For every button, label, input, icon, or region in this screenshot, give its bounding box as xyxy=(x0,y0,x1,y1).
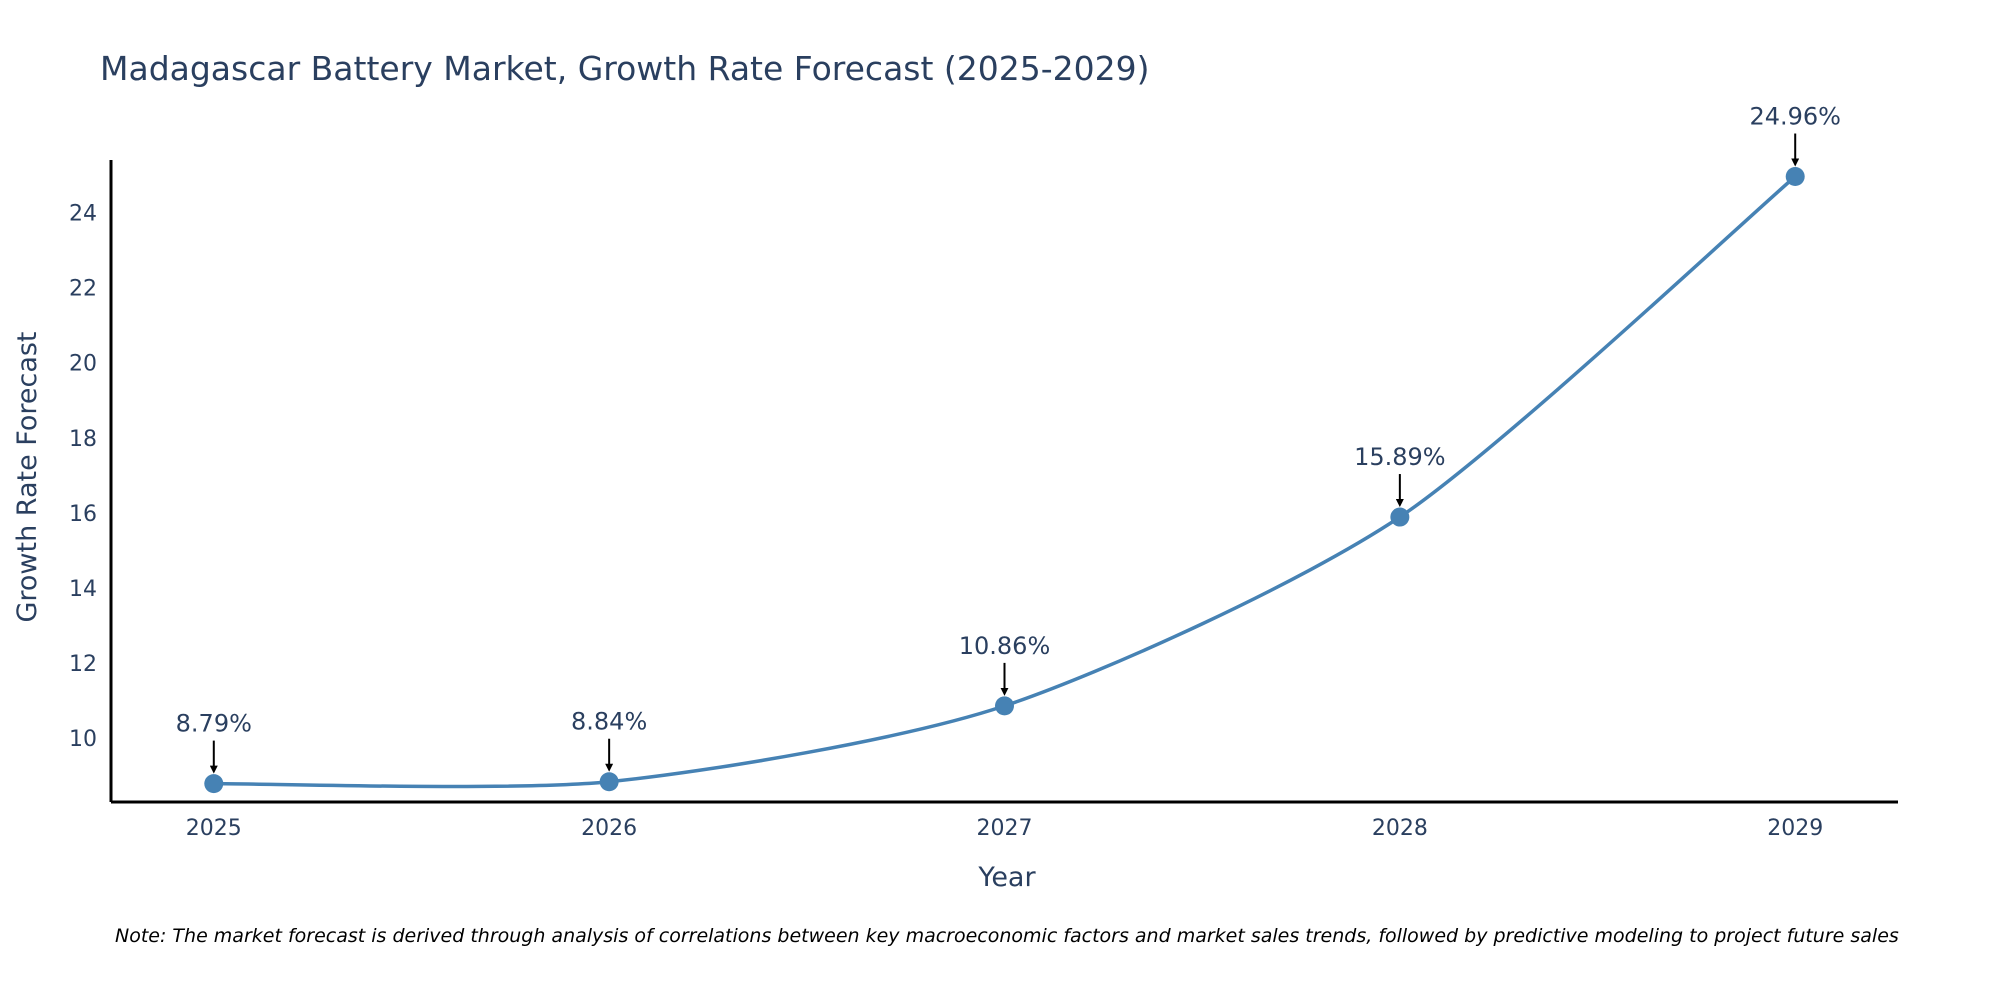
y-tick-label: 24 xyxy=(69,202,97,227)
x-tick-label: 2029 xyxy=(1767,816,1823,841)
data-label: 15.89% xyxy=(1354,443,1446,471)
y-axis-ticks: 10 12 14 16 18 20 22 24 xyxy=(69,202,97,753)
plot-area: 10 12 14 16 18 20 22 24 2025 2026 2027 2028 2029 8.… xyxy=(69,103,1898,841)
x-axis-ticks: 2025 2026 2027 2028 2029 xyxy=(186,816,1823,841)
data-point xyxy=(599,772,619,792)
y-axis-title: Growth Rate Forecast xyxy=(12,331,43,622)
data-label: 8.79% xyxy=(176,710,252,738)
x-tick-label: 2025 xyxy=(186,816,242,841)
y-tick-label: 22 xyxy=(69,277,97,302)
y-tick-label: 20 xyxy=(69,352,97,377)
series-line xyxy=(213,175,1797,789)
footnote: Note: The market forecast is derived thr… xyxy=(115,925,1899,947)
data-point xyxy=(1785,167,1805,187)
chart-title: Madagascar Battery Market, Growth Rate F… xyxy=(100,49,1150,88)
x-tick-label: 2026 xyxy=(581,816,637,841)
data-label: 24.96% xyxy=(1749,103,1841,131)
x-tick-label: 2028 xyxy=(1372,816,1428,841)
data-label: 10.86% xyxy=(959,632,1051,660)
data-label: 8.84% xyxy=(571,708,647,736)
series-markers xyxy=(204,167,1805,794)
data-point xyxy=(204,774,224,794)
data-point xyxy=(1390,507,1410,527)
data-label-annotations: 8.79% 8.84% 10.86% 15.89% 24.96% xyxy=(176,103,1841,774)
y-tick-label: 12 xyxy=(69,652,97,677)
y-tick-label: 16 xyxy=(69,502,97,527)
x-axis-title: Year xyxy=(977,862,1036,893)
y-tick-label: 18 xyxy=(69,427,97,452)
data-point xyxy=(995,696,1014,716)
x-tick-label: 2027 xyxy=(977,816,1033,841)
y-tick-label: 14 xyxy=(69,577,97,602)
y-tick-label: 10 xyxy=(69,727,97,752)
